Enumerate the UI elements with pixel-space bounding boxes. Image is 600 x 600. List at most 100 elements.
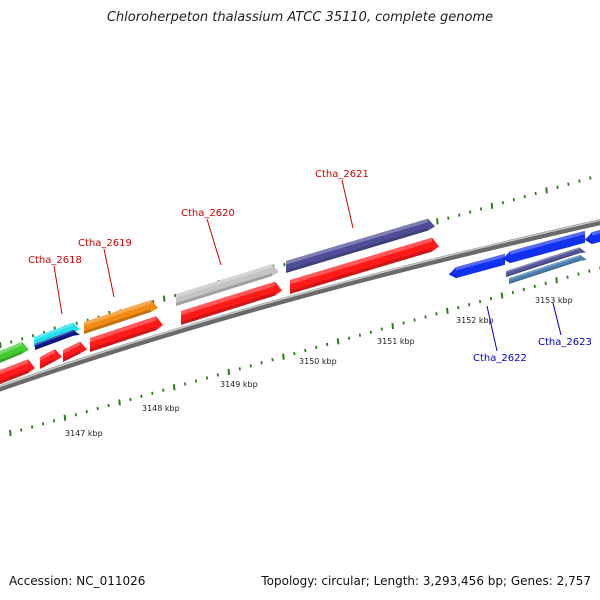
map-title: Chloroherpeton thalassium ATCC 35110, co… xyxy=(106,10,494,25)
inner-ruler-tick xyxy=(162,388,165,392)
cds-2618a-body[interactable] xyxy=(40,349,62,369)
inner-ruler-tick xyxy=(107,403,110,408)
cds-2618b-body[interactable] xyxy=(63,341,87,362)
inner-ruler-tick xyxy=(325,342,329,347)
cds-2620-body[interactable] xyxy=(181,281,282,325)
gene-label-ctha_2621[interactable]: Ctha_2621 xyxy=(315,169,369,180)
gene-green-partial-body[interactable] xyxy=(0,341,29,365)
gene-orange-2619-body[interactable] xyxy=(84,299,158,334)
gene-green-partial-highlight xyxy=(0,341,22,355)
inner-ruler-tick xyxy=(435,312,438,316)
gene-blue-2622-highlight xyxy=(456,253,505,271)
outer-ruler-tick xyxy=(545,187,548,194)
outer-ruler-tick xyxy=(556,185,559,189)
gene-purple-2623-shade xyxy=(506,251,579,277)
cds-2621[interactable] xyxy=(290,237,439,294)
gene-features[interactable] xyxy=(0,218,600,386)
inner-ruler-tick xyxy=(304,348,307,353)
ruler-label-6: 3153 kbp xyxy=(535,296,573,305)
gene-orange-2619[interactable] xyxy=(84,299,158,334)
cds-2621-body[interactable] xyxy=(290,237,439,294)
gene-label-ctha_2618[interactable]: Ctha_2618 xyxy=(28,255,82,266)
gene-gray-2620[interactable] xyxy=(176,264,279,306)
outer-ruler-tick xyxy=(31,334,35,338)
gene-purple-2623-body[interactable] xyxy=(506,247,586,277)
inner-ruler-tick xyxy=(544,281,547,285)
inner-ruler-tick xyxy=(511,290,515,295)
cds-2619[interactable] xyxy=(90,316,163,352)
inner-ruler-tick xyxy=(446,307,449,314)
gene-blue-edge-body[interactable] xyxy=(585,227,600,245)
inner-ruler-tick xyxy=(41,422,45,426)
gene-steelblue-2623-highlight xyxy=(509,254,580,280)
gene-label-ctha_2622[interactable]: Ctha_2622 xyxy=(473,353,527,364)
inner-ruler-tick xyxy=(227,368,231,375)
gene-labels[interactable]: Ctha_2618 Ctha_2619 Ctha_2620 Ctha_2621 Ctha… xyxy=(28,169,592,364)
gene-steelblue-2623[interactable] xyxy=(509,254,587,284)
ruler-labels: 3147 kbp 3148 kbp 3149 kbp 3150 kbp 3151 kbp… xyxy=(65,296,573,438)
ruler-label-0: 3147 kbp xyxy=(65,429,103,438)
backbone-highlight xyxy=(0,219,600,388)
inner-ruler-tick xyxy=(413,318,416,322)
inner-ruler-tick xyxy=(588,269,591,273)
cds-2619-body[interactable] xyxy=(90,316,163,352)
gene-blue-next-shade xyxy=(503,256,510,264)
gene-purple-2621-shade xyxy=(286,227,428,273)
outer-ruler-tick xyxy=(589,176,592,180)
gene-gray-2620-body[interactable] xyxy=(176,264,279,306)
gene-label-ctha_2620[interactable]: Ctha_2620 xyxy=(181,208,235,219)
inner-ruler-tick xyxy=(358,333,362,337)
cds-partial-shade xyxy=(0,369,28,385)
gene-purple-2621-highlight xyxy=(286,218,428,265)
inner-ruler-tick xyxy=(205,376,209,380)
inner-ruler-tick xyxy=(118,399,121,406)
cds-2621-highlight xyxy=(290,237,432,285)
cds-2621-shade xyxy=(290,248,432,294)
gene-blue-2622[interactable] xyxy=(449,253,505,279)
label-leader-lines xyxy=(53,179,562,352)
gene-green-partial[interactable] xyxy=(0,341,29,365)
inner-ruler-tick xyxy=(172,384,176,391)
cds-2618a[interactable] xyxy=(40,349,62,369)
gene-cyan-2618-dark-body[interactable] xyxy=(35,329,80,350)
cds-partial[interactable] xyxy=(0,359,35,386)
inner-ruler-tick xyxy=(85,409,88,414)
gene-steelblue-2623-body[interactable] xyxy=(509,254,587,284)
gene-label-ctha_2623[interactable]: Ctha_2623 xyxy=(538,337,592,348)
inner-ruler-tick xyxy=(151,391,154,395)
cds-2620[interactable] xyxy=(181,281,282,325)
outer-ruler-tick xyxy=(458,213,461,217)
gene-orange-2619-highlight xyxy=(84,299,151,326)
cds-partial-body[interactable] xyxy=(0,359,35,386)
inner-ruler-tick xyxy=(9,429,12,437)
inner-ruler-tick xyxy=(577,272,580,276)
cds-2618b[interactable] xyxy=(63,341,87,362)
inner-ruler-tick xyxy=(271,357,274,362)
gene-purple-2621-body[interactable] xyxy=(286,218,435,273)
inner-ruler-tick xyxy=(468,302,471,307)
gene-purple-2623[interactable] xyxy=(506,247,586,277)
cds-2618b-highlight xyxy=(63,341,80,354)
outer-ruler-tick xyxy=(523,194,526,199)
inner-ruler-tick xyxy=(315,345,318,350)
gene-cyan-2618-dark[interactable] xyxy=(35,329,80,350)
gene-purple-2621[interactable] xyxy=(286,218,435,273)
cds-2618a-shade xyxy=(40,358,55,369)
ruler-label-1: 3148 kbp xyxy=(142,404,180,413)
gene-blue-2622-body[interactable] xyxy=(449,253,505,279)
gene-blue-next-body[interactable] xyxy=(503,230,585,264)
outer-ruler-tick xyxy=(567,182,570,186)
genome-backbone xyxy=(0,219,600,392)
outer-ruler-tick xyxy=(479,207,483,211)
outer-ruler-tick xyxy=(162,295,166,302)
inner-ruler-tick xyxy=(140,394,143,399)
gene-blue-next[interactable] xyxy=(503,230,585,264)
outer-ruler-tick xyxy=(10,340,13,344)
inner-ruler-tick xyxy=(52,419,56,423)
gene-blue-edge[interactable] xyxy=(585,227,600,245)
gene-label-ctha_2619[interactable]: Ctha_2619 xyxy=(78,238,132,249)
cds-2618b-shade xyxy=(63,350,80,362)
gene-cyan-2618-dark-shade xyxy=(35,334,73,350)
outer-ruler-tick xyxy=(534,191,537,196)
